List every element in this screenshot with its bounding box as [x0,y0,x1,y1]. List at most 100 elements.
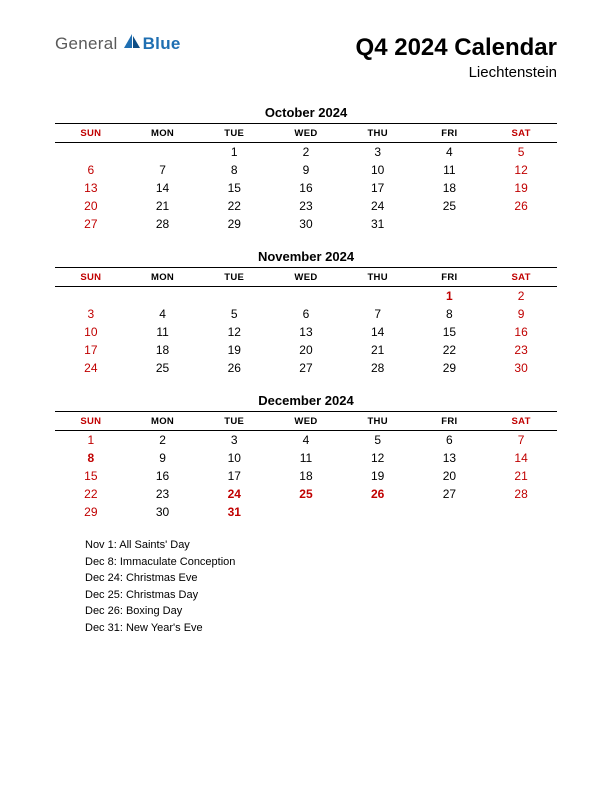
calendar-cell: 2 [270,143,342,162]
calendar-cell: 3 [55,305,127,323]
calendar-cell: 7 [485,431,557,450]
page-subtitle: Liechtenstein [356,64,557,81]
calendar-cell [127,143,199,162]
calendar-cell: 19 [198,341,270,359]
calendar-cell: 10 [342,161,414,179]
calendar-cell: 30 [485,359,557,377]
calendar-cell [270,287,342,306]
calendar-cell: 8 [414,305,486,323]
calendar-cell [55,143,127,162]
calendar-row: 10111213141516 [55,323,557,341]
calendar-cell: 21 [342,341,414,359]
calendar-cell: 31 [198,503,270,521]
logo-text-general: General [55,34,118,54]
holiday-entry: Dec 8: Immaculate Conception [85,554,557,571]
day-header: TUE [198,124,270,143]
calendar-cell: 12 [342,449,414,467]
calendar-cell: 28 [342,359,414,377]
calendar-table: SUNMONTUEWEDTHUFRISAT1234567891011121314… [55,267,557,377]
calendar-row: 22232425262728 [55,485,557,503]
calendar-row: 1234567 [55,431,557,450]
calendar-cell: 1 [198,143,270,162]
calendar-row: 24252627282930 [55,359,557,377]
calendar-cell: 5 [485,143,557,162]
calendar-cell: 6 [55,161,127,179]
calendar-cell [270,503,342,521]
calendar-cell: 13 [270,323,342,341]
calendar-cell: 13 [414,449,486,467]
calendar-cell: 10 [55,323,127,341]
calendar-cell [198,287,270,306]
day-header: WED [270,412,342,431]
calendar-cell: 2 [485,287,557,306]
calendar-cell: 25 [127,359,199,377]
calendar-cell [342,287,414,306]
calendar-cell: 17 [342,179,414,197]
page-title: Q4 2024 Calendar [356,34,557,62]
calendar-cell [342,503,414,521]
day-header: FRI [414,124,486,143]
calendar-cell: 27 [270,359,342,377]
calendar-cell: 19 [342,467,414,485]
calendar-cell: 25 [270,485,342,503]
calendar-table: SUNMONTUEWEDTHUFRISAT1234567891011121314… [55,411,557,521]
calendar-cell: 22 [198,197,270,215]
calendar-cell: 5 [342,431,414,450]
calendar-cell: 1 [414,287,486,306]
calendar-cell: 4 [414,143,486,162]
day-header: TUE [198,412,270,431]
calendar-cell: 26 [342,485,414,503]
calendar-cell: 6 [270,305,342,323]
calendar-cell: 18 [270,467,342,485]
day-header: SAT [485,412,557,431]
calendar-cell: 28 [485,485,557,503]
calendar-cell: 15 [198,179,270,197]
calendar-cell: 12 [198,323,270,341]
day-header: FRI [414,412,486,431]
calendar-cell: 7 [342,305,414,323]
holiday-entry: Dec 31: New Year's Eve [85,620,557,637]
holiday-entry: Dec 25: Christmas Day [85,587,557,604]
calendar-cell [414,503,486,521]
logo: General Blue [55,34,181,54]
month-block: December 2024SUNMONTUEWEDTHUFRISAT123456… [55,393,557,521]
calendar-cell: 15 [414,323,486,341]
calendar-cell: 26 [198,359,270,377]
calendar-cell: 30 [127,503,199,521]
calendar-cell: 29 [414,359,486,377]
day-header: MON [127,124,199,143]
calendar-cell: 11 [127,323,199,341]
calendar-cell: 27 [414,485,486,503]
logo-text-blue: Blue [143,34,181,54]
day-header: THU [342,124,414,143]
calendar-cell [55,287,127,306]
calendar-cell: 9 [485,305,557,323]
calendar-cell: 24 [342,197,414,215]
calendar-cell: 3 [198,431,270,450]
logo-sail-icon [123,33,141,54]
calendar-cell: 8 [198,161,270,179]
calendar-cell: 11 [414,161,486,179]
day-header: WED [270,268,342,287]
calendar-cell: 23 [270,197,342,215]
calendar-row: 13141516171819 [55,179,557,197]
title-block: Q4 2024 Calendar Liechtenstein [356,34,557,81]
calendar-cell: 18 [127,341,199,359]
day-header: SAT [485,124,557,143]
calendar-cell: 24 [198,485,270,503]
calendar-cell: 25 [414,197,486,215]
day-header: WED [270,124,342,143]
day-header: TUE [198,268,270,287]
calendar-row: 17181920212223 [55,341,557,359]
holiday-entry: Dec 24: Christmas Eve [85,570,557,587]
holiday-entry: Nov 1: All Saints' Day [85,537,557,554]
calendar-cell [414,215,486,233]
day-header: THU [342,268,414,287]
calendar-cell: 22 [55,485,127,503]
calendar-cell [127,287,199,306]
calendar-cell: 2 [127,431,199,450]
day-header: SUN [55,268,127,287]
calendar-cell: 5 [198,305,270,323]
calendar-cell: 20 [55,197,127,215]
calendar-cell: 23 [485,341,557,359]
